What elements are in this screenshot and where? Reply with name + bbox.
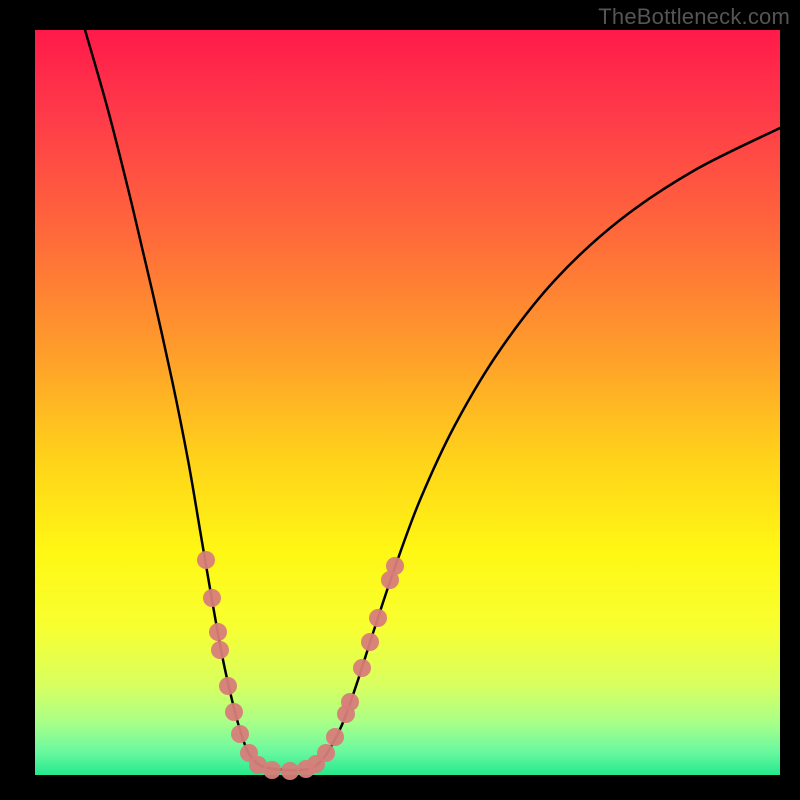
marker-point (386, 557, 404, 575)
marker-point (197, 551, 215, 569)
marker-point (341, 693, 359, 711)
marker-point (263, 761, 281, 779)
marker-point (219, 677, 237, 695)
marker-point (361, 633, 379, 651)
marker-point (317, 744, 335, 762)
plot-area (35, 30, 780, 775)
marker-point (209, 623, 227, 641)
marker-point (369, 609, 387, 627)
marker-point (231, 725, 249, 743)
marker-point (281, 762, 299, 780)
marker-point (225, 703, 243, 721)
chart-svg (0, 0, 800, 800)
marker-point (203, 589, 221, 607)
marker-point (211, 641, 229, 659)
marker-point (353, 659, 371, 677)
figure-root: TheBottleneck.com (0, 0, 800, 800)
watermark-text: TheBottleneck.com (598, 4, 790, 30)
marker-point (326, 728, 344, 746)
